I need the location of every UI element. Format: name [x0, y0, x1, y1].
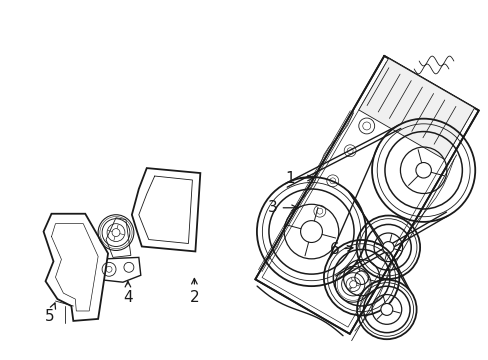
Circle shape — [349, 281, 356, 288]
Circle shape — [380, 303, 392, 315]
Circle shape — [112, 229, 120, 237]
Polygon shape — [106, 218, 131, 257]
Text: 6: 6 — [329, 242, 352, 257]
Circle shape — [415, 162, 430, 178]
Polygon shape — [255, 56, 478, 334]
Polygon shape — [358, 58, 473, 159]
Text: 1: 1 — [284, 171, 313, 185]
Circle shape — [354, 271, 367, 284]
Text: 4: 4 — [123, 282, 132, 305]
Polygon shape — [43, 214, 108, 321]
Polygon shape — [132, 168, 200, 251]
Text: 3: 3 — [267, 200, 297, 215]
Text: 2: 2 — [189, 278, 199, 305]
Circle shape — [382, 242, 393, 253]
Circle shape — [300, 221, 322, 243]
Polygon shape — [93, 257, 141, 282]
Text: 5: 5 — [44, 303, 56, 324]
